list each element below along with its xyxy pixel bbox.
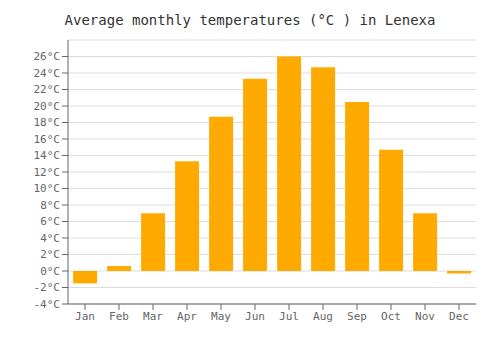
svg-text:6°C: 6°C bbox=[40, 215, 60, 228]
svg-text:May: May bbox=[211, 310, 231, 323]
svg-text:-2°C: -2°C bbox=[34, 281, 61, 294]
svg-text:26°C: 26°C bbox=[34, 50, 61, 63]
svg-text:Aug: Aug bbox=[313, 310, 333, 323]
svg-text:-4°C: -4°C bbox=[34, 298, 61, 311]
svg-text:Jun: Jun bbox=[245, 310, 265, 323]
svg-text:16°C: 16°C bbox=[34, 133, 61, 146]
svg-text:24°C: 24°C bbox=[34, 67, 61, 80]
svg-text:Feb: Feb bbox=[109, 310, 129, 323]
svg-text:Jul: Jul bbox=[279, 310, 299, 323]
svg-text:2°C: 2°C bbox=[40, 248, 60, 261]
svg-text:14°C: 14°C bbox=[34, 149, 61, 162]
svg-text:Sep: Sep bbox=[347, 310, 367, 323]
svg-text:10°C: 10°C bbox=[34, 182, 61, 195]
svg-text:8°C: 8°C bbox=[40, 199, 60, 212]
svg-text:Oct: Oct bbox=[381, 310, 401, 323]
svg-text:Dec: Dec bbox=[449, 310, 469, 323]
svg-text:4°C: 4°C bbox=[40, 232, 60, 245]
svg-text:Jan: Jan bbox=[75, 310, 95, 323]
svg-text:12°C: 12°C bbox=[34, 166, 61, 179]
svg-text:Apr: Apr bbox=[177, 310, 197, 323]
svg-text:22°C: 22°C bbox=[34, 83, 61, 96]
svg-text:Mar: Mar bbox=[143, 310, 163, 323]
svg-text:20°C: 20°C bbox=[34, 100, 61, 113]
svg-text:18°C: 18°C bbox=[34, 116, 61, 129]
svg-text:Nov: Nov bbox=[415, 310, 435, 323]
html-text:Average monthly temperatures (: Average monthly temperatures (°C ) in Le… bbox=[64, 12, 436, 28]
svg-text:0°C: 0°C bbox=[40, 265, 60, 278]
